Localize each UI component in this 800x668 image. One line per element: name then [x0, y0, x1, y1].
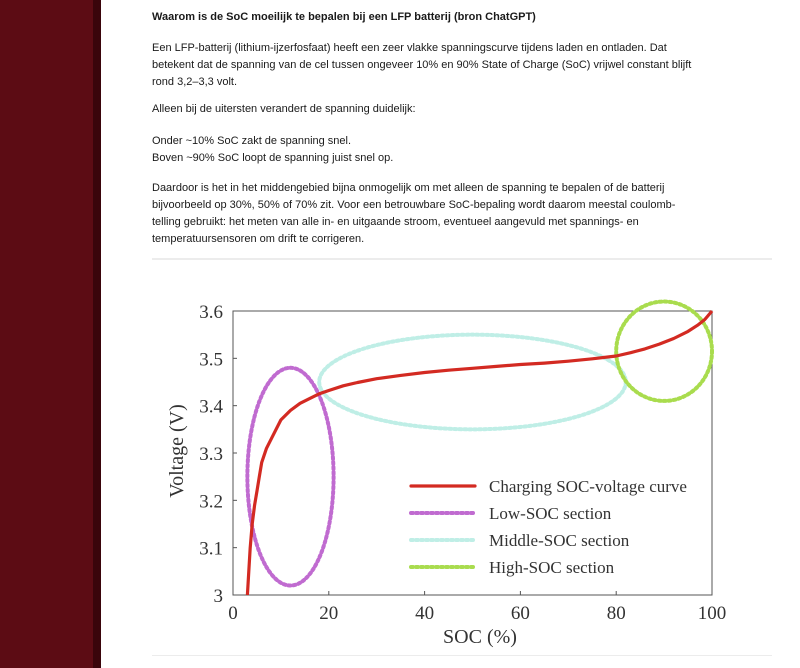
paragraph-1-line-1: Een LFP-batterij (lithium-ijzerfosfaat) … [152, 42, 667, 54]
paragraph-3-line-4: temperatuursensoren om drift te corriger… [152, 233, 365, 245]
legend-label-1: Charging SOC-voltage curve [489, 477, 687, 496]
paragraph-1-line-2: betekent dat de spanning van de cel tuss… [152, 59, 692, 71]
legend-label-4: High-SOC section [489, 558, 615, 577]
series-line-1 [245, 309, 714, 596]
section-ellipse-3 [614, 299, 714, 403]
chart-series [245, 309, 714, 596]
bullet-list: Onder ~10% SoC zakt de spanning snel. Bo… [152, 133, 712, 167]
y-tick-label: 3.2 [199, 491, 223, 512]
x-tick-label: 80 [607, 603, 626, 624]
plot-frame [232, 310, 713, 596]
y-tick-label: 3.6 [199, 302, 223, 323]
y-tick-label: 3.1 [199, 539, 223, 560]
article-title: Waarom is de SoC moeilijk te bepalen bij… [152, 11, 536, 23]
chart-ticks: 0 20 40 60 80 100 3 3.1 3.2 3.3 3.4 3.5 3.6 [199, 302, 726, 624]
x-tick-label: 0 [228, 603, 238, 624]
chart-legend: Charging SOC-voltage curve Low-SOC sectio… [409, 477, 687, 577]
legend-label-3: Middle-SOC section [489, 531, 630, 550]
paragraph-3-line-2: bijvoorbeeld op 30%, 50% of 70% zit. Voo… [152, 199, 676, 211]
x-tick-label: 60 [511, 603, 530, 624]
paragraph-3-line-3: telling gebruikt: het meten van alle in-… [152, 216, 639, 228]
legend-label-2: Low-SOC section [489, 504, 612, 523]
y-axis-label: Voltage (V) [166, 404, 188, 498]
left-sidebar-strip [0, 0, 101, 668]
sidebar-edge [93, 0, 101, 668]
x-tick-label: 100 [698, 603, 727, 624]
x-tick-label: 40 [415, 603, 434, 624]
paragraph-1-line-3: rond 3,2–3,3 volt. [152, 76, 238, 88]
paragraph-1: Een LFP-batterij (lithium-ijzerfosfaat) … [152, 40, 712, 91]
chart-sections [245, 299, 714, 588]
x-axis-label: SOC (%) [443, 626, 517, 648]
x-tick-label: 20 [319, 603, 338, 624]
chart-axes [232, 310, 713, 596]
section-ellipse-1 [245, 365, 336, 588]
bullet-item-1: Onder ~10% SoC zakt de spanning snel. [152, 135, 352, 147]
y-tick-label: 3.4 [199, 397, 223, 418]
paragraph-3: Daardoor is het in het middengebied bijn… [152, 180, 712, 248]
y-tick-label: 3 [214, 586, 224, 607]
chart-figure: 0 20 40 60 80 100 3 3.1 3.2 3.3 3.4 3.5 3.6 SOC (%) … [152, 260, 772, 655]
paragraph-3-line-1: Daardoor is het in het middengebied bijn… [152, 182, 665, 194]
y-tick-label: 3.3 [199, 444, 223, 465]
bullet-item-2: Boven ~90% SoC loopt de spanning juist s… [152, 152, 394, 164]
y-tick-label: 3.5 [199, 349, 223, 370]
paragraph-2: Alleen bij de uitersten verandert de spa… [152, 103, 416, 115]
